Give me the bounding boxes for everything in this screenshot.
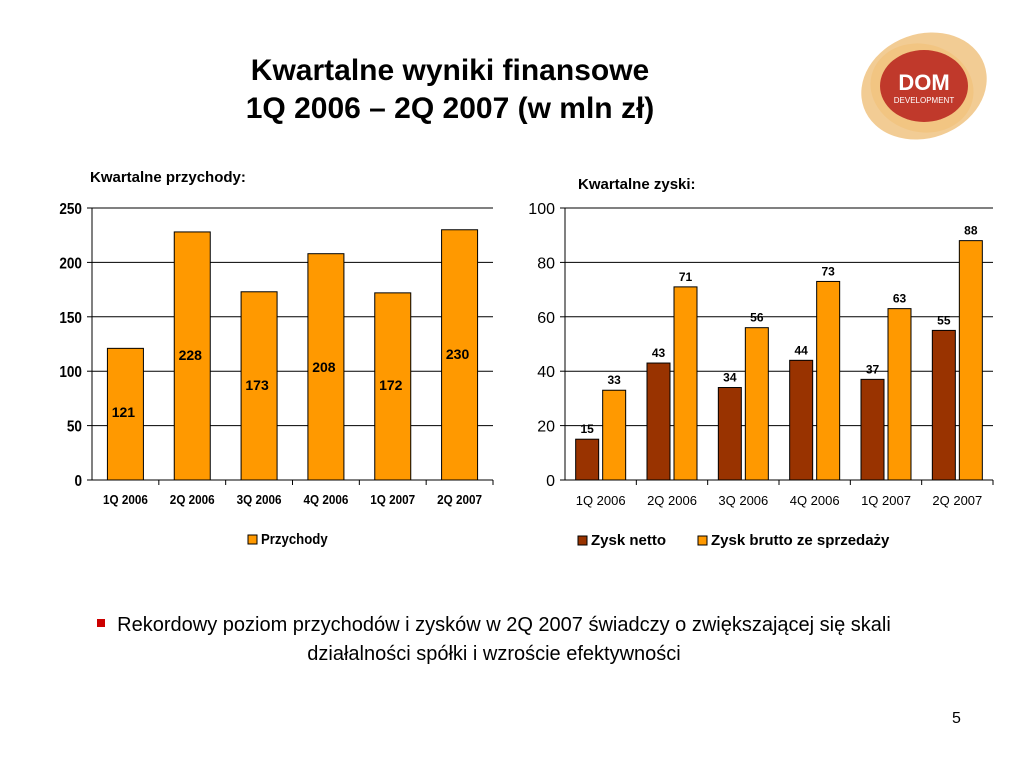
revenue-data-label: 228 (179, 347, 203, 363)
revenue-category-label: 1Q 2007 (370, 492, 415, 507)
profit-data-label: 34 (723, 371, 737, 385)
profit-legend-swatch (697, 535, 708, 546)
profit-data-label: 55 (937, 313, 951, 327)
slide-title-line-2: 1Q 2006 – 2Q 2007 (w mln zł) (245, 92, 655, 125)
profit-data-label: 63 (893, 292, 907, 306)
revenue-legend-label: Przychody (261, 530, 328, 547)
profit-bar (744, 327, 769, 481)
revenue-legend-swatch (247, 534, 258, 545)
revenue-category-label: 3Q 2006 (237, 492, 282, 507)
profit-bar (860, 378, 885, 481)
profit-data-label: 43 (652, 346, 666, 360)
revenue-data-label: 173 (245, 377, 269, 393)
revenue-bar (374, 292, 412, 481)
revenue-data-label: 121 (112, 404, 136, 420)
revenue-category-label: 2Q 2007 (437, 492, 482, 507)
revenue-data-label: 208 (312, 359, 336, 375)
profit-bar (646, 362, 671, 481)
revenue-bar (441, 229, 479, 481)
revenue-bar (173, 231, 211, 481)
bullet-point: Rekordowy poziom przychodów i zysków w 2… (84, 611, 904, 669)
profit-bar (717, 387, 742, 481)
profit-legend-swatch (577, 535, 588, 546)
revenue-y-tick-label: 250 (59, 201, 82, 218)
revenue-data-label: 172 (379, 377, 403, 393)
revenue-bar (106, 347, 144, 481)
profit-data-label: 15 (580, 422, 594, 436)
slide-title-line-1: Kwartalne wyniki finansowe (250, 54, 650, 87)
logo-main-text: DOM (898, 70, 949, 95)
revenue-bar (240, 291, 278, 481)
profit-y-tick-label: 60 (537, 310, 555, 327)
revenue-category-label: 1Q 2006 (103, 492, 148, 507)
profit-data-label: 73 (821, 264, 835, 278)
logo-sub-text: DEVELOPMENT (894, 96, 955, 105)
bullet-square-icon (97, 618, 106, 627)
profit-data-label: 88 (964, 224, 978, 238)
profit-y-tick-label: 0 (546, 473, 555, 490)
profit-y-tick-label: 20 (537, 419, 555, 436)
slide-title: Kwartalne wyniki finansowe 1Q 2006 – 2Q … (150, 52, 750, 128)
profit-y-tick-label: 80 (537, 255, 555, 272)
revenue-bar (307, 253, 345, 481)
profit-bar (789, 359, 814, 481)
profit-data-label: 33 (607, 373, 621, 387)
revenue-data-label: 230 (446, 346, 470, 362)
profit-data-label: 37 (866, 362, 880, 376)
profit-legend-label: Zysk brutto ze sprzedaży (711, 532, 890, 549)
dom-development-logo: DOM DEVELOPMENT (861, 32, 987, 140)
revenue-y-tick-label: 200 (59, 255, 82, 272)
revenue-category-label: 4Q 2006 (303, 492, 348, 507)
revenue-chart-title: Kwartalne przychody: (90, 169, 246, 186)
profit-category-label: 2Q 2006 (647, 493, 697, 508)
profit-category-label: 2Q 2007 (932, 493, 982, 508)
profit-bar (575, 438, 600, 481)
profit-category-label: 4Q 2006 (790, 493, 840, 508)
revenue-y-tick-label: 50 (67, 419, 82, 436)
revenue-y-tick-label: 150 (59, 310, 82, 327)
profit-category-label: 1Q 2006 (576, 493, 626, 508)
profit-chart-title: Kwartalne zyski: (578, 176, 696, 193)
revenue-category-label: 2Q 2006 (170, 492, 215, 507)
revenue-y-tick-label: 100 (59, 364, 82, 381)
profit-y-tick-label: 100 (528, 201, 555, 218)
profit-bar (931, 329, 956, 481)
page-number: 5 (952, 710, 961, 727)
profit-bar (602, 389, 627, 481)
profit-bar (673, 286, 698, 481)
profit-data-label: 44 (794, 343, 808, 357)
profit-data-label: 71 (679, 270, 693, 284)
profit-y-tick-label: 40 (537, 364, 555, 381)
profit-bar (887, 308, 912, 481)
profit-bar (958, 240, 983, 481)
profit-data-label: 56 (750, 311, 764, 325)
revenue-y-tick-label: 0 (74, 473, 82, 490)
profit-category-label: 3Q 2006 (718, 493, 768, 508)
profit-category-label: 1Q 2007 (861, 493, 911, 508)
profit-legend-label: Zysk netto (591, 532, 666, 549)
bullet-text: Rekordowy poziom przychodów i zysków w 2… (117, 614, 891, 665)
profit-bar (816, 280, 841, 481)
